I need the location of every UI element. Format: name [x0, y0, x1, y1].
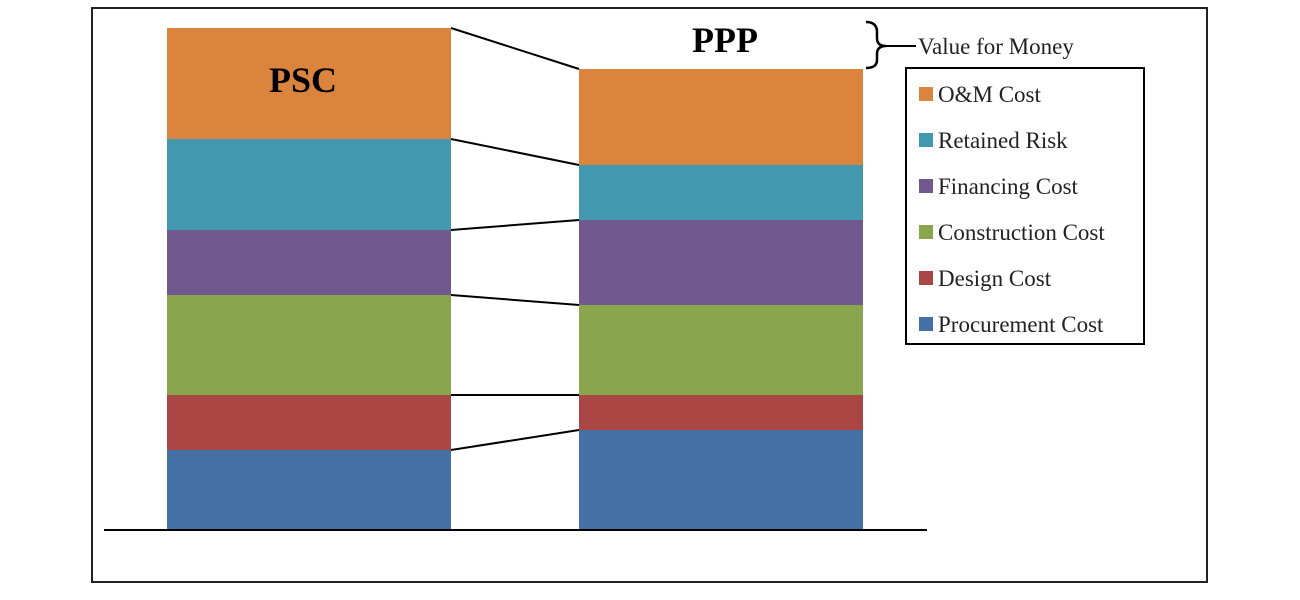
bar-psc-financing-cost [167, 230, 451, 295]
legend-label-financing-cost: Financing Cost [938, 174, 1079, 199]
bar-label-ppp: PPP [692, 20, 758, 60]
bar-psc-o-m-cost [167, 28, 451, 139]
legend-label-construction-cost: Construction Cost [938, 220, 1105, 245]
bar-ppp-construction-cost [579, 305, 863, 395]
value-for-money-label: Value for Money [918, 34, 1074, 59]
bar-psc-construction-cost [167, 295, 451, 395]
legend-swatch-o-m-cost [919, 87, 933, 101]
bar-ppp-design-cost [579, 395, 863, 430]
bar-psc-procurement-cost [167, 450, 451, 530]
legend-swatch-financing-cost [919, 179, 933, 193]
legend-label-procurement-cost: Procurement Cost [938, 312, 1104, 337]
connector-construction-cost [450, 294, 580, 306]
legend-swatch-construction-cost [919, 225, 933, 239]
legend-swatch-procurement-cost [919, 317, 933, 331]
legend-swatch-retained-risk [919, 133, 933, 147]
connector-procurement-cost [450, 429, 580, 451]
legend-swatch-design-cost [919, 271, 933, 285]
bar-psc-retained-risk [167, 139, 451, 230]
bar-ppp-retained-risk [579, 165, 863, 220]
legend-label-retained-risk: Retained Risk [938, 128, 1068, 153]
legend: O&M Cost Retained Risk Financing Cost Const… [905, 67, 1145, 345]
value-for-money-annotation: Value for Money [865, 20, 1074, 70]
bar-psc-design-cost [167, 395, 451, 450]
legend-box [905, 67, 1145, 345]
bar-label-psc: PSC [269, 60, 337, 100]
bars [167, 28, 863, 530]
bar-ppp-financing-cost [579, 220, 863, 305]
connector-lines [450, 27, 580, 451]
bar-labels: PSC PPP [269, 20, 758, 100]
connector-o-m-cost [450, 27, 580, 70]
connector-financing-cost [450, 219, 580, 231]
legend-label-o-m-cost: O&M Cost [938, 82, 1041, 107]
legend-label-design-cost: Design Cost [938, 266, 1052, 291]
bar-ppp-o-m-cost [579, 69, 863, 165]
bar-ppp-procurement-cost [579, 430, 863, 530]
connector-retained-risk [450, 138, 580, 166]
